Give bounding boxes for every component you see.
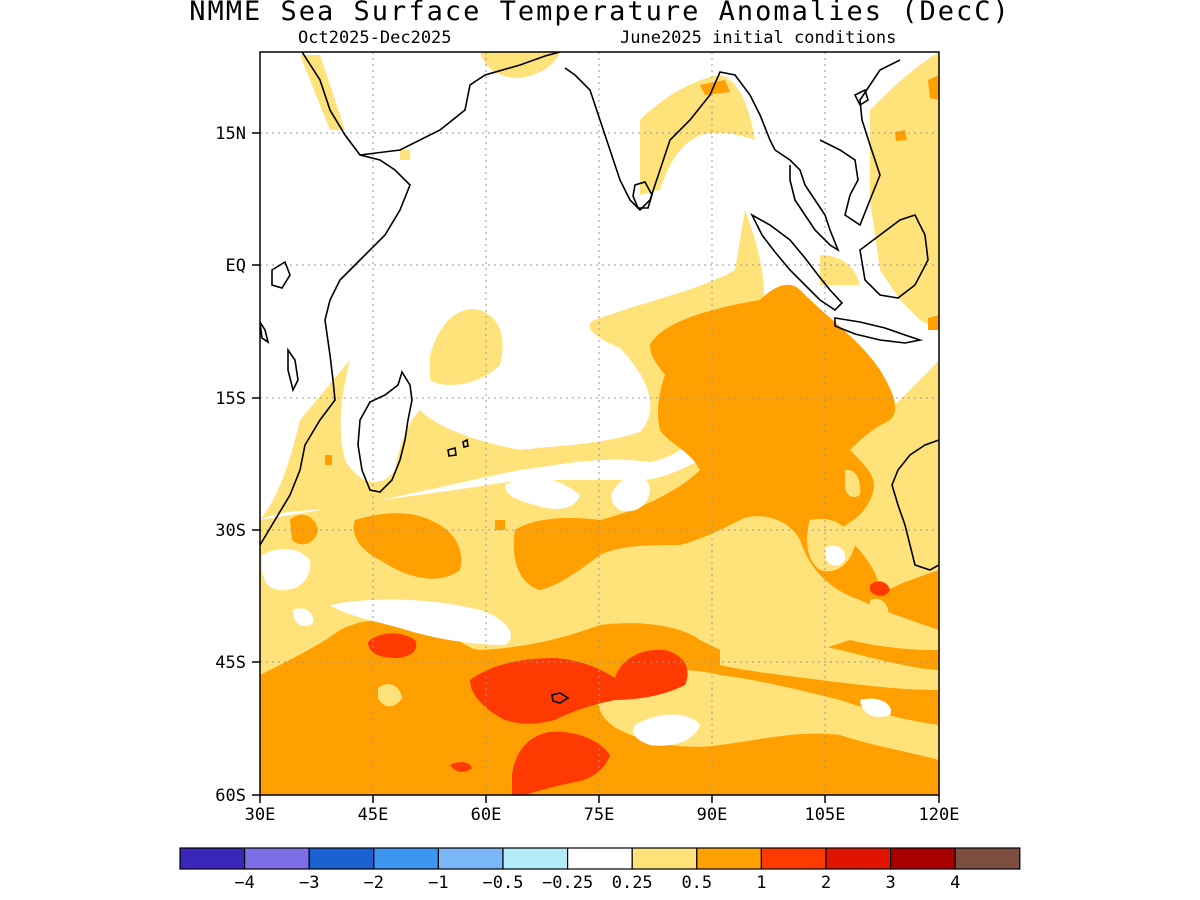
axis-ticks <box>252 132 940 803</box>
legend-swatch <box>760 847 827 870</box>
anomaly-region-core <box>450 762 472 772</box>
anomaly-region-strait <box>820 255 860 285</box>
legend-swatch <box>179 847 246 870</box>
anomaly-region-patch <box>845 469 861 497</box>
legend-label: 3 <box>885 873 895 893</box>
anomaly-field <box>260 52 939 795</box>
java-coast <box>834 317 924 344</box>
lat-label: 60S <box>215 786 246 806</box>
anomaly-region-patch <box>825 545 846 566</box>
africa-arabia-coast <box>260 52 561 546</box>
legend-label: 0.5 <box>681 873 712 893</box>
anomaly-region-patch <box>378 684 402 707</box>
anomaly-region-patch <box>292 608 314 627</box>
anomaly-region-patch <box>720 642 939 690</box>
legend-swatch <box>566 847 633 870</box>
lon-label: 90E <box>697 805 728 825</box>
forecast-period: Oct2025-Dec2025 <box>298 28 452 48</box>
anomaly-region-spot <box>928 75 939 100</box>
map-title: NMME Sea Surface Temperature Anomalies (… <box>189 0 1011 27</box>
legend-swatch <box>889 847 956 870</box>
island-coast <box>260 321 270 344</box>
legend-swatch <box>631 847 698 870</box>
island-coast <box>551 692 570 704</box>
anomaly-neutral-patches <box>261 475 891 746</box>
anomaly-region-patch <box>611 475 650 512</box>
anomaly-region-spot <box>895 130 907 141</box>
anomaly-region-west <box>300 55 345 130</box>
anomaly-region-spot <box>400 150 410 160</box>
coastlines <box>260 52 939 704</box>
anomaly-region-core <box>512 731 610 795</box>
legend-label: 2 <box>821 873 831 893</box>
legend-label: 1 <box>756 873 766 893</box>
lat-label: 15S <box>215 389 246 409</box>
legend-swatch <box>373 847 439 870</box>
anomaly-region-core <box>368 633 417 658</box>
color-legend: −4 −3 −2 −1 −0.5 −0.25 0.25 0.5 1 2 3 4 <box>179 847 1021 893</box>
legend-swatch <box>954 847 1021 870</box>
lat-label: 45S <box>215 653 246 673</box>
legend-label: 0.25 <box>612 873 653 893</box>
anomaly-region-core <box>470 649 688 724</box>
legend-label: −0.5 <box>483 873 524 893</box>
anomaly-region-bengal <box>640 75 755 195</box>
sri-lanka-coast <box>632 181 653 209</box>
island-coast <box>447 446 457 457</box>
longitude-labels: 30E 45E 60E 75E 90E 105E 120E <box>245 805 960 825</box>
legend-swatch <box>502 847 569 870</box>
grid-lines <box>260 52 939 795</box>
anomaly-region-patch <box>860 698 891 717</box>
island-coast <box>271 260 291 289</box>
island-coast <box>287 347 299 393</box>
anomaly-region-spot <box>325 455 332 465</box>
madagascar-coast <box>357 370 413 493</box>
legend-swatch <box>437 847 504 870</box>
legend-label: −4 <box>234 873 254 893</box>
anomaly-region-patch <box>633 714 700 746</box>
island-coast <box>853 88 869 107</box>
anomaly-region-patch <box>870 598 889 617</box>
legend-swatch <box>244 847 310 870</box>
legend-swatch <box>825 847 892 870</box>
initial-conditions: June2025 initial conditions <box>620 28 897 48</box>
latitude-labels: 15N EQ 15S 30S 45S 60S <box>215 124 246 806</box>
lon-label: 105E <box>805 805 846 825</box>
borneo-coast <box>859 214 929 299</box>
india-coast <box>564 67 776 212</box>
legend-label: −3 <box>299 873 319 893</box>
anomaly-strong-positive <box>368 581 890 795</box>
legend-label: −0.25 <box>542 873 593 893</box>
lat-label: 30S <box>215 521 246 541</box>
anomaly-region-core <box>870 581 890 596</box>
legend-swatch <box>696 847 762 870</box>
anomaly-region-patch <box>261 548 311 591</box>
legend-swatch <box>308 847 375 870</box>
lon-label: 45E <box>358 805 389 825</box>
lat-label: 15N <box>215 124 246 144</box>
anomaly-region-central <box>430 309 503 385</box>
anomaly-region-patch <box>505 477 580 509</box>
anomaly-region-spot <box>928 315 939 330</box>
australia-coast <box>891 439 939 571</box>
lat-label: EQ <box>226 256 246 276</box>
legend-label: 4 <box>950 873 960 893</box>
anomaly-region-east <box>870 52 939 330</box>
anomaly-region-spot <box>495 520 505 530</box>
lon-label: 75E <box>584 805 615 825</box>
anomaly-region-patch <box>330 599 511 645</box>
lon-label: 60E <box>471 805 502 825</box>
legend-label: −1 <box>428 873 448 893</box>
sumatra-coast <box>750 213 844 312</box>
malay-peninsula-coast <box>774 59 901 252</box>
island-coast <box>462 438 469 448</box>
legend-label: −2 <box>364 873 384 893</box>
lon-label: 120E <box>919 805 960 825</box>
anomaly-region-spot <box>700 80 730 95</box>
lon-label: 30E <box>245 805 276 825</box>
